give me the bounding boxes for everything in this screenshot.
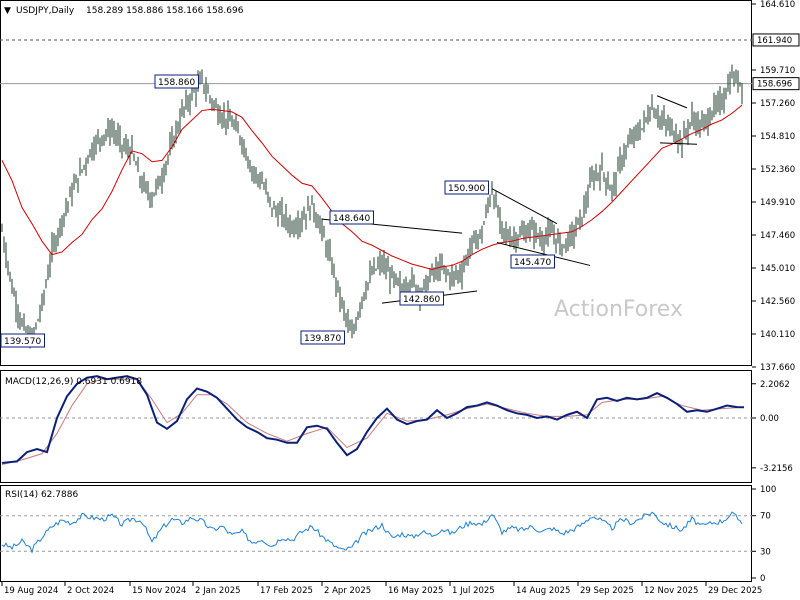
price-annotations: 158.860 139.570 139.870 148.640 142.860 150.9…	[0, 74, 555, 348]
signal-line	[1, 378, 745, 465]
watermark: ActionForex	[554, 297, 683, 322]
time-tick-label: 2 Apr 2025	[324, 586, 371, 596]
current-price-label-box	[752, 77, 800, 91]
rsi-line	[1, 511, 743, 554]
trendline	[491, 188, 558, 225]
current-price-label: 158.696	[757, 80, 792, 90]
price-tick-label: 149.910	[760, 198, 795, 208]
annotation-box	[300, 330, 345, 345]
time-tick-label: 17 Feb 2025	[260, 586, 313, 596]
rsi-panel-frame	[0, 485, 752, 582]
annotation-box	[399, 291, 444, 306]
macd-lines	[1, 375, 745, 465]
trendline	[656, 95, 688, 109]
time-tick-label: 14 Aug 2025	[516, 586, 570, 596]
trendlines	[321, 95, 698, 304]
macd-line	[1, 375, 745, 464]
time-tick-label: 19 Aug 2024	[4, 586, 58, 596]
time-tick-label: 1 Jul 2025	[452, 586, 495, 596]
price-tick-label: 152.360	[760, 165, 795, 175]
annotation-label: 145.470	[514, 258, 551, 268]
time-tick-label: 16 May 2025	[388, 586, 443, 596]
annotation-box	[510, 254, 555, 269]
price-tick-label: 154.810	[760, 132, 795, 142]
time-axis: 19 Aug 2024 2 Oct 2024 15 Nov 2024 2 Jan 20…	[1, 582, 762, 596]
price-tick-label: 159.710	[760, 66, 795, 76]
rsi-lines	[1, 511, 743, 554]
macd-panel-frame	[0, 370, 752, 483]
rsi-title: RSI(14) 62.7886	[5, 490, 78, 500]
time-tick-label: 15 Nov 2024	[132, 586, 186, 596]
annotation-label: 150.900	[448, 184, 485, 194]
rsi-tick-label: 0	[760, 574, 765, 584]
ohlc-values: 158.289 158.886 158.166 158.696	[86, 6, 244, 16]
price-tick-label: 164.610	[760, 0, 795, 10]
price-bars	[1, 64, 743, 349]
annotation-label: 158.860	[158, 78, 195, 88]
price-tick-label: 137.660	[760, 363, 795, 373]
annotation-label: 142.860	[403, 295, 440, 305]
macd-tick-label: -3.2156	[760, 464, 793, 474]
chart-header: ▼ USDJPY,Daily 158.289 158.886 158.166 1…	[4, 6, 244, 16]
macd-axis: 2.2062 0.00 -3.2156	[0, 380, 793, 474]
trendline	[659, 142, 698, 145]
rsi-axis: 100 70 30 0	[0, 485, 776, 584]
reference-lines: 161.940 158.696	[0, 33, 800, 91]
annotation-label: 148.640	[333, 214, 370, 224]
resistance-label-box	[752, 33, 800, 47]
annotation-box	[154, 74, 199, 89]
annotation-label: 139.870	[304, 334, 341, 344]
price-tick-label: 145.010	[760, 264, 795, 274]
rsi-tick-label: 70	[760, 512, 771, 522]
macd-tick-label: 0.00	[760, 414, 779, 424]
annotation-label: 139.570	[4, 337, 41, 347]
time-tick-label: 2 Jan 2025	[195, 586, 241, 596]
time-tick-label: 12 Nov 2025	[644, 586, 698, 596]
time-tick-label: 2 Oct 2024	[67, 586, 114, 596]
time-tick-label: 29 Sep 2025	[580, 586, 634, 596]
macd-tick-label: 2.2062	[760, 380, 790, 390]
price-tick-label: 140.110	[760, 330, 795, 340]
resistance-label: 161.940	[757, 36, 792, 46]
dropdown-icon[interactable]: ▼	[4, 6, 11, 16]
symbol-title: USDJPY,Daily	[16, 6, 75, 16]
annotation-box	[329, 210, 374, 225]
price-axis: 164.610 159.710 157.260 154.810 152.360 149.9…	[752, 0, 795, 373]
macd-title: MACD(12,26,9) 0.6931 0.6918	[5, 377, 142, 387]
annotation-box	[444, 180, 489, 195]
price-tick-label: 142.560	[760, 297, 795, 307]
moving-average	[1, 104, 743, 270]
time-tick-label: 29 Dec 2025	[708, 586, 762, 596]
rsi-tick-label: 100	[760, 485, 776, 495]
price-tick-label: 157.260	[760, 99, 795, 109]
price-panel-frame	[0, 0, 752, 366]
rsi-tick-label: 30	[760, 547, 771, 557]
trendline	[496, 242, 591, 266]
price-tick-label: 147.460	[760, 231, 795, 241]
sma-line	[1, 104, 743, 270]
annotation-box	[0, 333, 45, 348]
